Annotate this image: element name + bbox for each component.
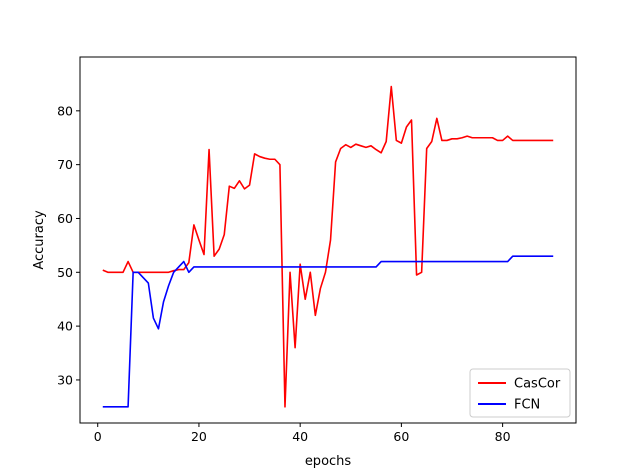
y-tick-label: 70 xyxy=(57,157,73,172)
x-axis-ticks: 0 20 40 60 80 xyxy=(94,423,511,444)
series-line-cascor xyxy=(102,85,554,408)
plot-area xyxy=(79,56,577,424)
x-tick-label: 40 xyxy=(292,429,308,444)
series-layer xyxy=(102,85,554,408)
axes-frame xyxy=(79,56,577,424)
y-axis-label: Accuracy xyxy=(32,210,47,270)
legend-label-cascor: CasCor xyxy=(514,377,561,392)
y-tick-label: 80 xyxy=(57,103,73,118)
y-tick-label: 60 xyxy=(57,211,73,226)
y-tick-label: 40 xyxy=(57,319,73,334)
legend-label-fcn: FCN xyxy=(514,398,540,413)
y-tick-label: 50 xyxy=(57,265,73,280)
x-tick-label: 0 xyxy=(94,429,102,444)
x-axis-label: epochs xyxy=(305,454,352,469)
x-tick-label: 60 xyxy=(393,429,409,444)
y-axis-ticks: 30 40 50 60 70 80 xyxy=(57,103,80,387)
x-tick-label: 80 xyxy=(495,429,511,444)
y-tick-label: 30 xyxy=(57,372,73,387)
series-line-fcn xyxy=(102,255,554,408)
legend: CasCor FCN xyxy=(469,368,571,418)
x-tick-label: 20 xyxy=(191,429,207,444)
